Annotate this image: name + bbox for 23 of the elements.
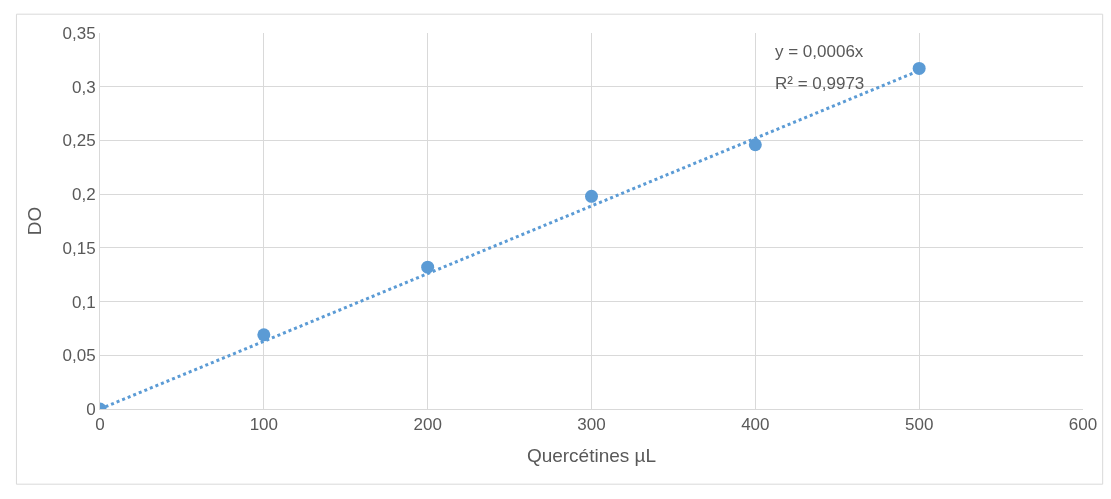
point [912, 61, 926, 75]
x-tick-label: 500 [904, 415, 934, 435]
x-axis-title: Quercétines µL [526, 445, 657, 467]
x-tick-label: 100 [249, 415, 279, 435]
point [257, 328, 271, 342]
y-tick-label: 0,1 [71, 292, 96, 312]
point [585, 189, 598, 203]
y-tick-label: 0,15 [62, 238, 96, 258]
annotation: y = 0,0006x [775, 42, 864, 61]
x-tick-label: 300 [577, 415, 606, 435]
y-axis-title: DO [24, 206, 46, 236]
point [421, 260, 435, 274]
y-tick-label: 0,25 [62, 131, 96, 151]
y-tick-label: 0,3 [71, 77, 96, 97]
x-tick-label: 400 [741, 415, 770, 435]
point [748, 138, 762, 152]
y-tick-label: 0,2 [71, 185, 96, 205]
y-tick-label: 0 [86, 399, 96, 419]
y-tick-label: 0,35 [62, 23, 96, 43]
annotation: R² = 0,9973 [775, 74, 865, 93]
x-tick-label: 200 [413, 415, 442, 435]
x-tick-label: 600 [1068, 415, 1098, 435]
y-tick-label: 0,05 [62, 346, 96, 366]
